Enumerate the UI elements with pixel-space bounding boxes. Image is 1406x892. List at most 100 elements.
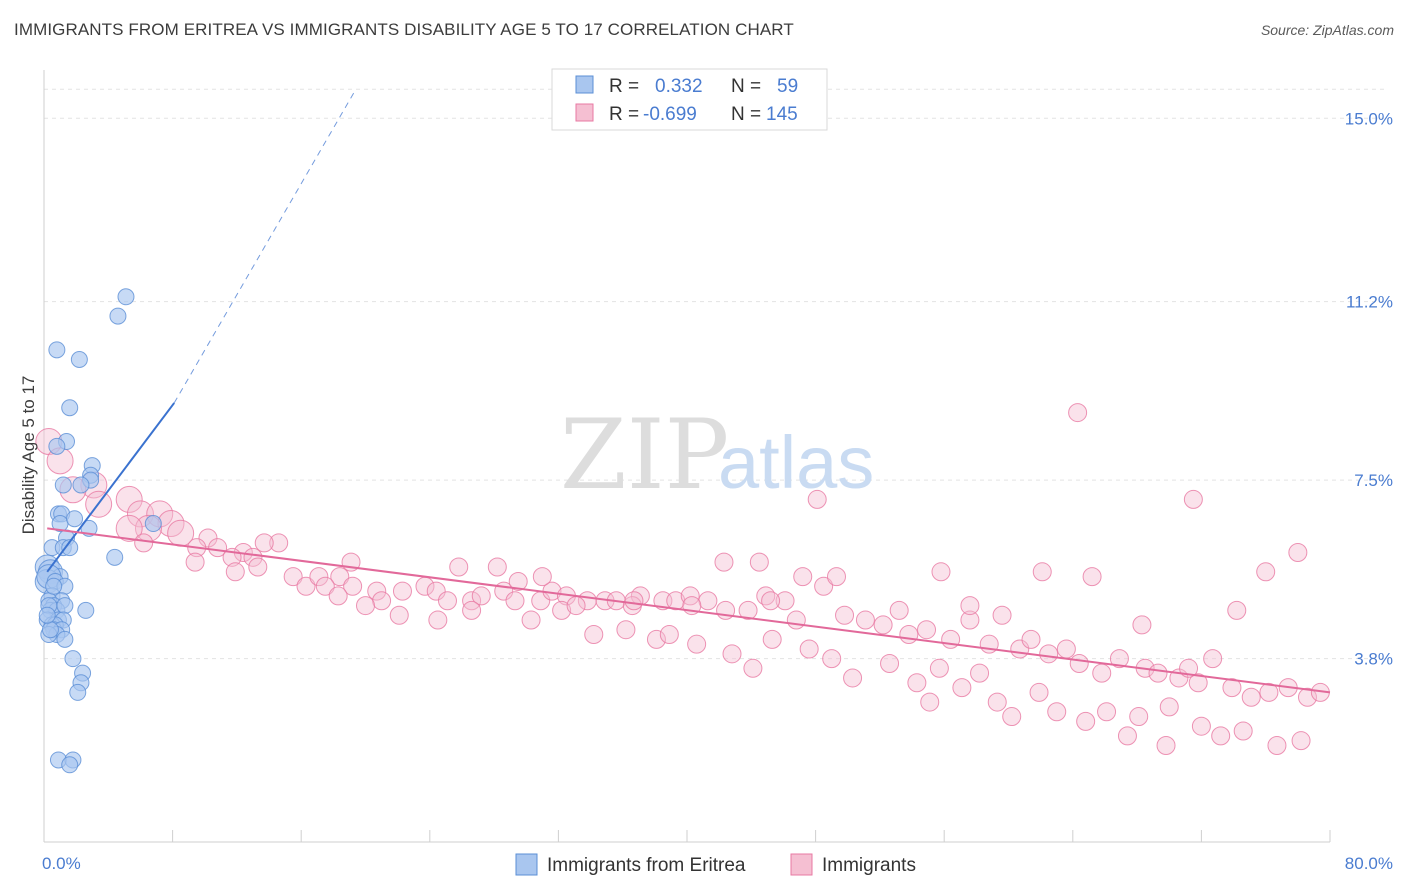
immigrants-point — [328, 586, 348, 606]
immigrants-point — [243, 547, 263, 567]
immigrants-point — [952, 678, 972, 698]
immigrants-point — [624, 591, 644, 611]
immigrants-point — [761, 591, 781, 611]
immigrants-point — [389, 605, 409, 625]
immigrants-point — [208, 538, 228, 558]
immigrants-point — [1156, 736, 1176, 755]
immigrants-point — [855, 610, 875, 630]
immigrants-point — [372, 591, 392, 611]
immigrants-point — [1039, 644, 1059, 664]
immigrants-point — [814, 576, 834, 596]
immigrants-trend-line — [47, 527, 1331, 694]
immigrants-point — [1029, 682, 1049, 702]
immigrants-point — [115, 514, 143, 542]
stats-n-label: N = — [731, 104, 761, 125]
immigrants-point — [793, 567, 813, 587]
eritrea-point — [56, 630, 74, 648]
immigrants-point — [1117, 726, 1137, 746]
eritrea-point — [41, 621, 59, 639]
immigrants-point — [449, 557, 469, 577]
immigrants-point — [115, 485, 143, 513]
y-tick-label: 3.8% — [1354, 650, 1393, 669]
immigrants-point — [1021, 629, 1041, 649]
eritrea-point — [72, 476, 90, 494]
immigrants-point — [1032, 562, 1052, 582]
eritrea-point — [56, 597, 74, 615]
immigrants-point — [505, 591, 525, 611]
immigrants-point — [1291, 731, 1311, 751]
immigrants-point — [269, 533, 289, 553]
immigrants-point — [920, 692, 940, 712]
immigrants-point — [296, 576, 316, 596]
immigrants-point — [889, 600, 909, 620]
eritrea-point — [48, 437, 66, 455]
eritrea-point — [61, 756, 79, 774]
stats-legend-swatch-blue — [575, 75, 594, 94]
stats-n-label: N = — [731, 76, 761, 97]
immigrants-point — [309, 567, 329, 587]
immigrants-point — [462, 600, 482, 620]
legend-swatch-eritrea — [515, 853, 538, 876]
immigrants-point — [917, 620, 937, 640]
series-legend: Immigrants from Eritrea Immigrants — [515, 853, 916, 876]
eritrea-point — [66, 510, 84, 528]
eritrea-point — [64, 650, 82, 668]
stats-n-value: 59 — [777, 76, 798, 97]
eritrea-point — [69, 683, 87, 701]
immigrants-point — [722, 644, 742, 664]
immigrants-point — [1068, 403, 1088, 423]
eritrea-point — [109, 307, 127, 325]
immigrants-point — [487, 557, 507, 577]
eritrea-point — [45, 577, 63, 595]
immigrants-point — [356, 596, 375, 616]
immigrants-point — [931, 562, 951, 582]
stats-r-label: R = — [609, 76, 639, 97]
y-axis-label: Disability Age 5 to 17 — [19, 376, 38, 535]
immigrants-point — [680, 586, 700, 606]
immigrants-point — [762, 629, 782, 649]
eritrea-point — [61, 539, 79, 557]
immigrants-point — [616, 620, 636, 640]
immigrants-point — [826, 567, 846, 587]
watermark: ZIP atlas — [560, 399, 874, 511]
immigrants-point — [646, 629, 666, 649]
immigrants-point — [1002, 707, 1022, 727]
immigrants-point — [532, 567, 552, 587]
immigrants-point — [899, 625, 919, 645]
immigrants-point — [426, 581, 446, 601]
immigrants-point — [835, 605, 855, 625]
immigrants-point — [775, 591, 795, 611]
stats-legend-box — [551, 68, 828, 131]
immigrants-point — [1183, 489, 1203, 509]
immigrants-point — [428, 610, 448, 630]
immigrants-point — [437, 591, 457, 611]
stats-legend-swatch-pink — [575, 103, 594, 122]
source-credit: Source: ZipAtlas.com — [1260, 22, 1394, 38]
eritrea-point — [70, 351, 88, 368]
immigrants-point — [248, 557, 268, 577]
y-tick-label: 15.0% — [1345, 109, 1393, 128]
axes — [43, 70, 1331, 843]
x-tick-label: 80.0% — [1345, 854, 1393, 873]
immigrants-point — [799, 639, 819, 659]
eritrea-point — [144, 515, 162, 533]
immigrants-point — [970, 663, 990, 683]
immigrants-point — [462, 591, 482, 611]
eritrea-point — [106, 548, 124, 566]
stats-n-value: 145 — [766, 104, 798, 125]
immigrants-point — [1227, 600, 1247, 620]
immigrants-point — [1188, 673, 1208, 693]
immigrants-point — [880, 653, 900, 673]
eritrea-trend-extension — [173, 89, 357, 404]
eritrea-trend-line — [46, 402, 176, 573]
stats-r-label: R = — [609, 104, 639, 125]
immigrants-point — [198, 528, 218, 548]
eritrea-point — [54, 476, 72, 494]
eritrea-point — [48, 341, 66, 359]
immigrants-point — [343, 576, 363, 596]
immigrants-point — [134, 533, 154, 553]
immigrants-point — [822, 649, 842, 669]
immigrants-point — [992, 605, 1012, 625]
immigrants-point — [1047, 702, 1067, 722]
immigrants-point — [698, 591, 718, 611]
